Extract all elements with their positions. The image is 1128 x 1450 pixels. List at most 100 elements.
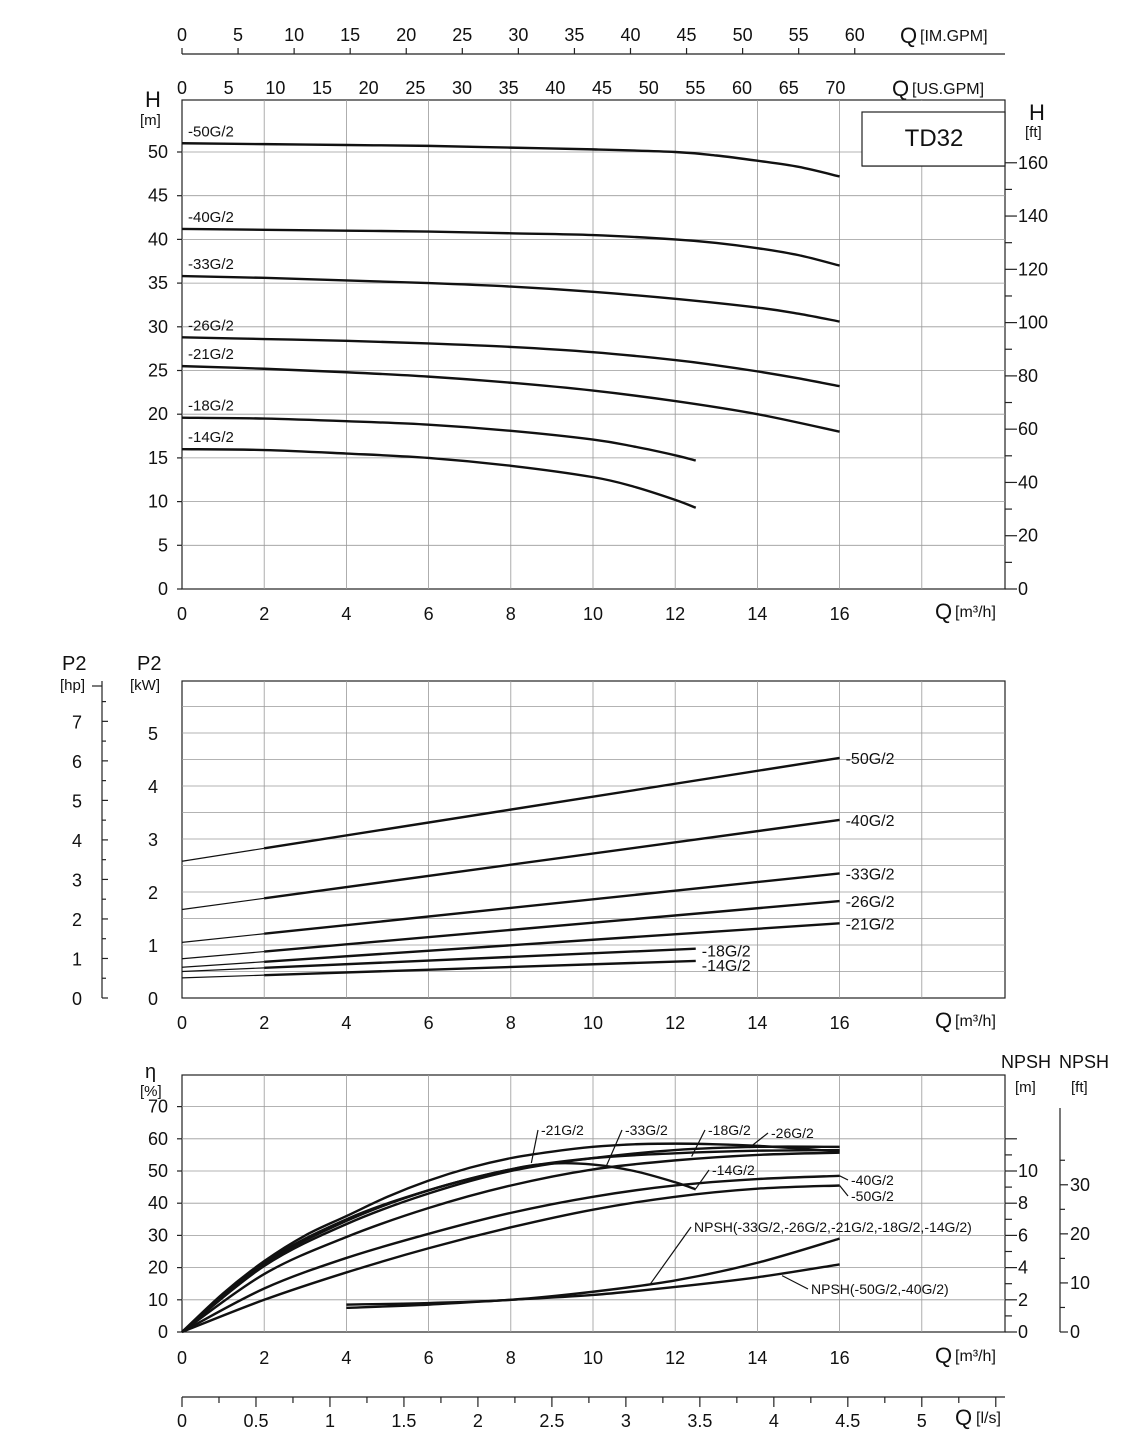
us-gpm-tick-label: 60: [732, 78, 752, 98]
power-label-21g-2: -21G/2: [846, 916, 895, 933]
power-kw-tick: 3: [148, 830, 158, 850]
head-curve-14g-2: [181, 447, 697, 509]
head-curve-50g-2: [181, 142, 840, 178]
us-gpm-q-symbol: Q: [892, 76, 909, 101]
ls-tick: 3: [621, 1411, 631, 1431]
ls-axis: 0 0.5 1 1.5 2 2.5 3 3.5 4 4.5 5: [177, 1396, 1005, 1431]
head-x-tick-labels: 0 2 4 6 8 10 12 14 16: [177, 604, 850, 624]
efficiency-label-18g-2: -18G/2: [708, 1122, 751, 1138]
efficiency-y-tick: 30: [148, 1225, 168, 1245]
efficiency-axis-symbol: η: [145, 1061, 156, 1083]
power-x-tick: 6: [424, 1013, 434, 1033]
power-kw-tick-labels: 0 1 2 3 4 5: [148, 724, 158, 1009]
efficiency-label-40g-2: -40G/2: [851, 1172, 894, 1188]
head-y-tick: 0: [158, 579, 168, 599]
efficiency-x-unit: [m³/h]: [955, 1348, 996, 1365]
efficiency-curve-labels: -21G/2 -33G/2 -18G/2 -26G/2 -14G/2 -40G/2-50G…: [530, 1122, 972, 1297]
model-box: [861, 111, 1006, 167]
power-x-unit: [m³/h]: [955, 1013, 996, 1030]
head-ft-tick: 100: [1018, 313, 1048, 333]
power-hp-tick: 2: [72, 910, 82, 930]
power-curve-14g-2: [264, 959, 696, 977]
us-gpm-tick-label: 40: [545, 78, 565, 98]
ls-q-symbol: Q: [955, 1405, 972, 1430]
head-ft-tick: 120: [1018, 259, 1048, 279]
efficiency-x-tick: 12: [665, 1348, 685, 1368]
efficiency-leader-40g-2: [839, 1175, 849, 1181]
efficiency-x-tick: 4: [341, 1348, 351, 1368]
power-x-tick: 8: [506, 1013, 516, 1033]
head-axis-symbol: H: [145, 87, 161, 112]
power-hp-tick: 5: [72, 791, 82, 811]
us-gpm-axis: 0 5 10 15 20 25 30 35 40 45 50 55 60 65 70: [177, 78, 845, 98]
efficiency-axis-unit: [%]: [140, 1083, 162, 1100]
power-hp-tick: 1: [72, 949, 82, 969]
power-kw-tick: 4: [148, 777, 158, 797]
head-x-q-symbol: Q: [935, 599, 952, 624]
im-gpm-tick-label: 5: [233, 25, 243, 45]
us-gpm-tick-label: 0: [177, 78, 187, 98]
ls-tick: 1.5: [391, 1411, 416, 1431]
efficiency-x-q-symbol: Q: [935, 1343, 952, 1368]
power-hp-tick: 6: [72, 752, 82, 772]
us-gpm-tick-label: 30: [452, 78, 472, 98]
efficiency-curve-21g-2: [181, 1142, 840, 1333]
head-ft-tick: 60: [1018, 419, 1038, 439]
us-gpm-tick-label: 45: [592, 78, 612, 98]
head-y-tick: 35: [148, 273, 168, 293]
im-gpm-tick-label: 45: [677, 25, 697, 45]
npsh-ft-tick: 0: [1070, 1322, 1080, 1342]
head-y-tick: 15: [148, 448, 168, 468]
ls-tick: 2.5: [539, 1411, 564, 1431]
head-y-tick: 40: [148, 229, 168, 249]
head-x-tick: 16: [830, 604, 850, 624]
npsh-ft-tick: 10: [1070, 1273, 1090, 1293]
im-gpm-tick-label: 25: [452, 25, 472, 45]
head-ft-tick: 0: [1018, 579, 1028, 599]
ls-tick: 2: [473, 1411, 483, 1431]
efficiency-curve-40g-2: [181, 1174, 840, 1334]
efficiency-label-50g-2: -50G/2: [851, 1188, 894, 1204]
head-label-50g-2: -50G/2: [188, 123, 234, 140]
efficiency-x-tick: 0: [177, 1348, 187, 1368]
head-curve-21g-2: [181, 364, 840, 433]
power-hp-tick: 0: [72, 989, 82, 1009]
head-axis-unit-m: [m]: [140, 112, 161, 129]
efficiency-curves: [181, 1142, 840, 1334]
ls-tick: 3.5: [687, 1411, 712, 1431]
head-x-tick: 12: [665, 604, 685, 624]
model-label: TD32: [905, 125, 964, 152]
im-gpm-tick-label: 60: [845, 25, 865, 45]
power-curve-lead-14g-2: [181, 974, 265, 979]
efficiency-label-14g-2: -14G/2: [712, 1162, 755, 1178]
efficiency-leader-21g-2: [530, 1129, 539, 1164]
us-gpm-tick-label: 10: [265, 78, 285, 98]
power-label-26g-2: -26G/2: [846, 894, 895, 911]
npsh-curve-npsh-50g-2-40g-2: [346, 1263, 840, 1310]
power-curve-lead-40g-2: [181, 897, 265, 911]
power-curve-lead-26g-2: [181, 950, 265, 960]
head-x-tick: 6: [424, 604, 434, 624]
power-label-33g-2: -33G/2: [846, 866, 895, 883]
power-curves: [181, 756, 840, 979]
npsh-m-tick-labels: 0 2 4 6 8 10: [1005, 1138, 1038, 1342]
power-panel: -50G/2 -40G/2 -33G/2 -26G/2 -21G/2 -18G/2-14G…: [72, 680, 1006, 1033]
npsh-ft-tick: 30: [1070, 1175, 1090, 1195]
us-gpm-tick-label: 25: [405, 78, 425, 98]
power-curve-40g-2: [264, 818, 840, 900]
power-label-50g-2: -50G/2: [846, 751, 895, 768]
power-curve-lead-21g-2: [181, 961, 265, 968]
head-y-tick: 50: [148, 142, 168, 162]
head-label-21g-2: -21G/2: [188, 346, 234, 363]
efficiency-curve-18g-2: [181, 1162, 697, 1333]
head-grid: [181, 99, 1006, 590]
npsh-m-tick: 10: [1018, 1161, 1038, 1181]
power-x-tick: 16: [830, 1013, 850, 1033]
head-x-tick: 14: [747, 604, 767, 624]
efficiency-label-npsh-33g-2-26g-2-21g-2-18g-2-14g-2: NPSH(-33G/2,-26G/2,-21G/2,-18G/2,-14G/2): [694, 1219, 972, 1235]
power-frame: [181, 680, 1006, 999]
im-gpm-axis: 0 5 10 15 20 25 30 35 40 45 50 55 60: [177, 25, 1005, 55]
us-gpm-tick-label: 20: [359, 78, 379, 98]
head-x-unit: [m³/h]: [955, 604, 996, 621]
us-gpm-unit: [US.GPM]: [912, 81, 984, 98]
